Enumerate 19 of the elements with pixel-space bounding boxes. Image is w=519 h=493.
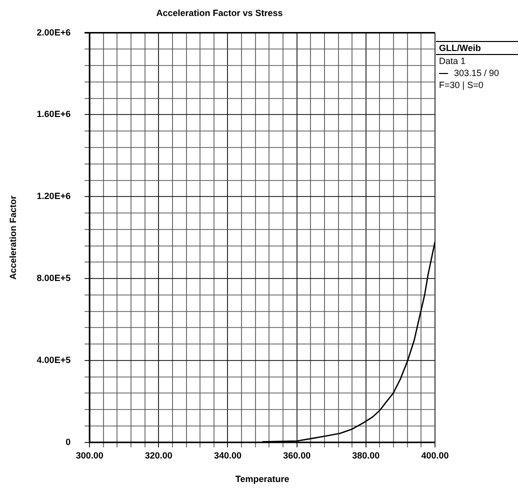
x-tick-label: 360.00 (283, 450, 311, 460)
y-tick-label: 8.00E+5 (36, 273, 71, 284)
legend-label: 303.15 / 90 (453, 67, 500, 79)
x-axis-title: Temperature (235, 474, 290, 484)
legend-title: GLL/Weib (436, 41, 518, 55)
text: F=30 | S=0 (438, 79, 484, 91)
y-axis-title: Acceleration Factor (8, 195, 18, 280)
y-tick-label: 1.60E+6 (36, 109, 71, 120)
y-tick-label: 0 (66, 436, 71, 447)
x-tick-label: 320.00 (144, 450, 172, 460)
chart-title: Acceleration Factor vs Stress (156, 8, 283, 18)
y-tick-label: 1.20E+6 (36, 191, 71, 202)
x-tick-label: 340.00 (214, 450, 242, 460)
y-tick-label: 4.00E+5 (36, 354, 71, 365)
text: Data 1 (438, 55, 467, 67)
y-tick-label: 2.00E+6 (36, 27, 71, 38)
x-tick-label: 400.00 (421, 450, 449, 460)
x-tick-label: 300.00 (76, 450, 104, 460)
x-tick-label: 380.00 (352, 450, 380, 460)
